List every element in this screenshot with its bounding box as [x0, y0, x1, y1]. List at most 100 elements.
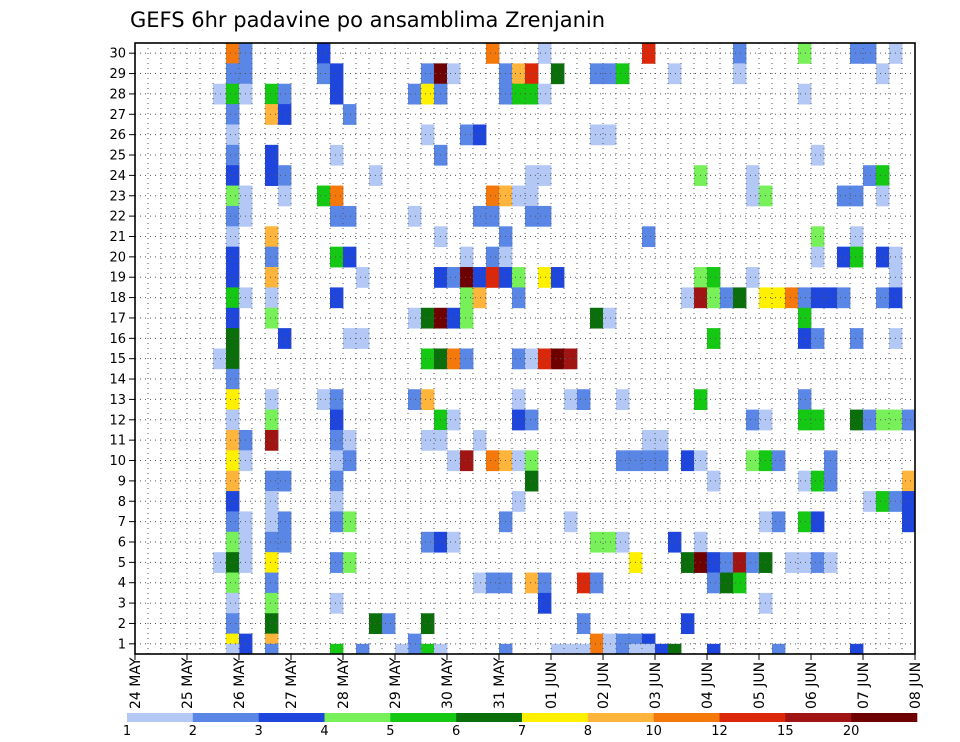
heatmap-cell — [551, 267, 565, 288]
heatmap-cell — [265, 83, 279, 105]
heatmap-cell — [603, 633, 617, 655]
heatmap-cell — [681, 287, 695, 309]
heatmap-cell — [356, 643, 370, 655]
heatmap-cell — [473, 267, 487, 288]
heatmap-cell — [330, 63, 344, 85]
heatmap-cell — [512, 287, 526, 309]
heatmap-cell — [876, 165, 890, 186]
heatmap-cell — [811, 552, 825, 573]
heatmap-cell — [265, 643, 279, 655]
heatmap-cell — [525, 348, 539, 370]
heatmap-cell — [226, 450, 240, 472]
x-tick-label: 31 MAY — [492, 657, 508, 709]
heatmap-cell — [330, 552, 344, 573]
heatmap-cell — [642, 226, 656, 248]
heatmap-cell — [226, 328, 240, 349]
heatmap-cell — [863, 43, 877, 64]
heatmap-cell — [265, 409, 279, 431]
heatmap-cell — [447, 307, 461, 329]
heatmap-cell — [226, 470, 240, 492]
heatmap-cell — [213, 83, 227, 105]
heatmap-cell — [772, 511, 786, 533]
heatmap-cell — [798, 511, 812, 533]
heatmap-cell — [330, 409, 344, 431]
y-tick-label: 25 — [109, 149, 126, 164]
heatmap-cell — [226, 389, 240, 410]
heatmap-cell — [512, 491, 526, 512]
heatmap-cell — [265, 613, 279, 635]
heatmap-cell — [616, 633, 630, 655]
heatmap-cell — [902, 491, 916, 512]
heatmap-cell — [330, 185, 344, 207]
heatmap-cell — [707, 267, 721, 288]
heatmap-cell — [330, 592, 344, 614]
heatmap-cell — [447, 409, 461, 431]
heatmap-cell — [265, 429, 279, 451]
x-tick-label: 30 MAY — [440, 657, 456, 709]
heatmap-cell — [837, 185, 851, 207]
heatmap-cell — [278, 83, 292, 105]
y-tick-label: 17 — [109, 311, 126, 326]
legend-swatch — [192, 713, 259, 722]
x-tick-label: 08 JUN — [908, 662, 924, 709]
legend-swatch — [587, 713, 654, 722]
y-axis-ticks: 1234567891011121314151617181920212223242… — [109, 47, 135, 652]
heatmap-cell — [265, 165, 279, 186]
y-tick-label: 21 — [109, 230, 126, 245]
heatmap-cell — [655, 643, 669, 655]
heatmap-cell — [330, 511, 344, 533]
heatmap-cell — [681, 450, 695, 472]
heatmap-cell — [538, 267, 552, 288]
heatmap-cell — [577, 389, 591, 410]
heatmap-cell — [421, 389, 435, 410]
heatmap-cell — [772, 643, 786, 655]
heatmap-cell — [486, 267, 500, 288]
heatmap-cell — [902, 470, 916, 492]
x-tick-label: 27 MAY — [284, 657, 300, 709]
heatmap-cell — [798, 83, 812, 105]
y-tick-label: 10 — [109, 454, 126, 469]
heatmap-cell — [902, 409, 916, 431]
legend-swatch — [522, 713, 589, 722]
heatmap-cell — [421, 429, 435, 451]
heatmap-cell — [811, 144, 825, 166]
heatmap-cell — [837, 287, 851, 309]
heatmap-cell — [226, 267, 240, 288]
heatmap-cell — [226, 511, 240, 533]
heatmap-cell — [668, 643, 682, 655]
y-tick-label: 2 — [118, 617, 126, 632]
heatmap-cell — [564, 643, 578, 655]
heatmap-cell — [850, 643, 864, 655]
heatmap-cell — [629, 643, 643, 655]
heatmap-cell — [863, 165, 877, 186]
heatmap-cell — [226, 205, 240, 227]
y-tick-label: 30 — [109, 47, 126, 62]
heatmap-cell — [707, 552, 721, 573]
heatmap-cell — [798, 389, 812, 410]
heatmap-cell — [512, 389, 526, 410]
heatmap-cell — [850, 185, 864, 207]
heatmap-cell — [512, 185, 526, 207]
heatmap-cell — [538, 572, 552, 594]
heatmap-cell — [707, 287, 721, 309]
heatmap-cell — [226, 83, 240, 105]
y-tick-label: 1 — [118, 637, 126, 652]
heatmap-cell — [421, 643, 435, 655]
heatmap-cell — [733, 63, 747, 85]
heatmap-cell — [434, 643, 448, 655]
heatmap-cell — [577, 643, 591, 655]
heatmap-cell — [278, 165, 292, 186]
heatmap-cell — [226, 185, 240, 207]
heatmap-cell — [525, 205, 539, 227]
heatmap-cell — [460, 124, 474, 146]
heatmap-cell — [265, 511, 279, 533]
heatmap-cell — [486, 205, 500, 227]
heatmap-cell — [421, 124, 435, 146]
heatmap-cell — [798, 470, 812, 492]
heatmap-cell — [876, 63, 890, 85]
heatmap-cell — [460, 267, 474, 288]
heatmap-cell — [590, 124, 604, 146]
y-tick-label: 6 — [118, 535, 126, 550]
heatmap-cell — [226, 104, 240, 125]
heatmap-cell — [772, 287, 786, 309]
